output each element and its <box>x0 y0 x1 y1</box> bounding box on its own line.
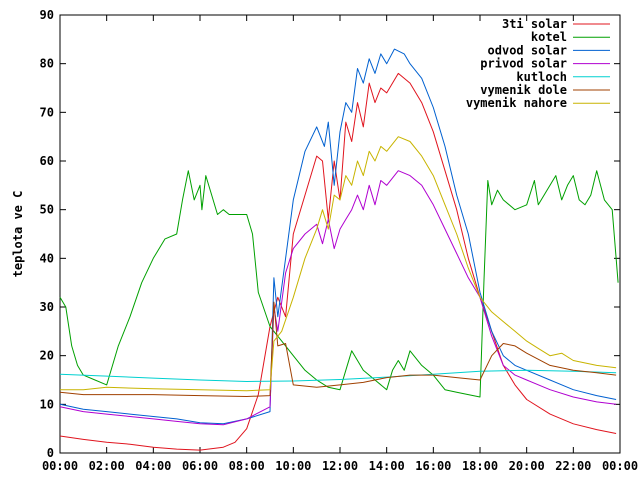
y-tick-label: 30 <box>40 300 54 314</box>
y-tick-label: 50 <box>40 203 54 217</box>
legend-label-3ti-solar: 3ti solar <box>502 17 567 31</box>
x-tick-label: 22:00 <box>555 459 591 473</box>
y-tick-label: 10 <box>40 397 54 411</box>
y-tick-label: 80 <box>40 57 54 71</box>
y-tick-label: 70 <box>40 105 54 119</box>
x-tick-label: 18:00 <box>462 459 498 473</box>
y-tick-label: 90 <box>40 8 54 22</box>
legend-label-kutloch: kutloch <box>516 70 567 84</box>
y-axis-title: teplota ve C <box>11 191 25 278</box>
legend-label-odvod-solar: odvod solar <box>488 43 567 57</box>
y-axis: 0 10 20 30 40 50 60 70 80 90 <box>40 8 620 460</box>
series-lines <box>59 48 619 451</box>
y-tick-label: 40 <box>40 251 54 265</box>
x-tick-label: 02:00 <box>89 459 125 473</box>
legend-label-vymenik-dole: vymenik dole <box>480 83 567 97</box>
x-tick-label: 10:00 <box>275 459 311 473</box>
x-tick-label: 14:00 <box>369 459 405 473</box>
x-tick-label: 08:00 <box>229 459 265 473</box>
y-tick-label: 0 <box>47 446 54 460</box>
series-line-3ti-solar <box>59 72 617 451</box>
series-line-privod-solar <box>59 170 617 426</box>
x-tick-label: 04:00 <box>135 459 171 473</box>
legend-label-privod-solar: privod solar <box>480 57 567 71</box>
series-line-kotel <box>59 170 619 398</box>
series-line-vymenik-dole <box>59 301 617 397</box>
x-tick-label: 16:00 <box>415 459 451 473</box>
x-tick-label: 00:00 <box>42 459 78 473</box>
x-tick-label: 06:00 <box>182 459 218 473</box>
x-tick-label: 12:00 <box>322 459 358 473</box>
series-line-odvod-solar <box>59 48 617 425</box>
x-axis: 00:00 02:00 04:00 06:00 08:00 10:00 12:00 14:00… <box>42 15 638 473</box>
y-tick-label: 20 <box>40 349 54 363</box>
series-line-vymenik-nahore <box>60 136 617 392</box>
y-tick-label: 60 <box>40 154 54 168</box>
legend-label-kotel: kotel <box>531 30 567 44</box>
x-tick-label: 20:00 <box>509 459 545 473</box>
series-line-kutloch <box>59 369 617 382</box>
legend-label-vymenik-nahore: vymenik nahore <box>466 96 567 110</box>
x-tick-label: 00:00 <box>602 459 638 473</box>
